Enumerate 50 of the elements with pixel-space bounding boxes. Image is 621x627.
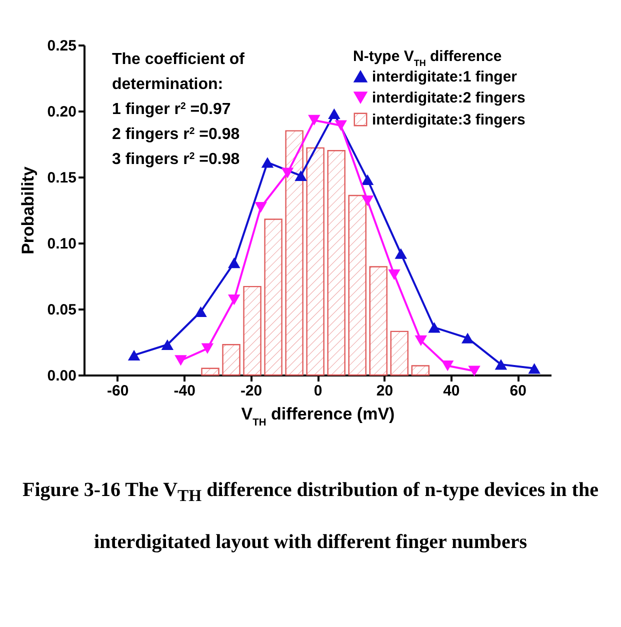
y-tick-label: 0.05 (47, 302, 76, 318)
y-tick-label: 0.00 (47, 368, 76, 384)
point (461, 332, 474, 344)
point (228, 294, 240, 306)
legend-label: interdigitate:2 fingers (372, 90, 526, 106)
point (388, 269, 400, 280)
point (294, 170, 307, 181)
point (468, 366, 480, 376)
point (414, 335, 428, 346)
y-axis-title: Probability (18, 166, 38, 254)
x-tick-label: 40 (443, 382, 460, 400)
legend-label: interdigitate:1 finger (372, 68, 518, 86)
point (528, 363, 540, 374)
legend-title: N-type V$_{TH}$ difference (353, 48, 502, 68)
y-tick-label: 0.15 (47, 170, 76, 186)
text: Figure 3-16 The V$_{TH}$ difference distribution of n-type devices in the interdigitated layout with different finger numbers (22, 479, 598, 553)
y-tick-label: 0.10 (47, 236, 76, 252)
annotation: The coefficient of (112, 51, 246, 68)
point (494, 359, 508, 370)
y-tick-label: 0.25 (47, 38, 76, 54)
point (281, 168, 294, 178)
annotation: 3 fingers r$^{2}$ =0.98 (112, 150, 240, 168)
point (428, 322, 440, 333)
point (328, 108, 340, 119)
x-tick-label: -60 (107, 382, 129, 400)
x-tick-label: 60 (510, 382, 526, 400)
x-tick-label: -40 (174, 382, 196, 400)
point (441, 360, 454, 372)
x-tick-label: -20 (240, 382, 262, 400)
annotation: 2 fingers r$^{2}$ =0.98 (112, 126, 240, 143)
y-tick-label: 0.20 (47, 104, 76, 120)
point (174, 355, 187, 366)
x-tick-label: 0 (314, 382, 322, 400)
point (194, 306, 207, 317)
point (128, 350, 140, 361)
annotation: determination: (112, 76, 224, 93)
x-tick-label: 20 (376, 382, 394, 400)
point (228, 257, 240, 268)
x-axis-title: V$_{TH}$ difference (mV) (241, 404, 395, 428)
point (254, 202, 267, 213)
point (361, 195, 374, 206)
point (394, 248, 408, 259)
point (201, 343, 214, 354)
point (334, 120, 347, 131)
point (361, 174, 374, 185)
point (161, 339, 174, 350)
point (261, 157, 274, 168)
legend-label: interdigitate:3 fingers (372, 112, 526, 128)
annotation: 1 finger r$^{2}$ =0.97 (112, 100, 231, 118)
point (308, 114, 320, 126)
